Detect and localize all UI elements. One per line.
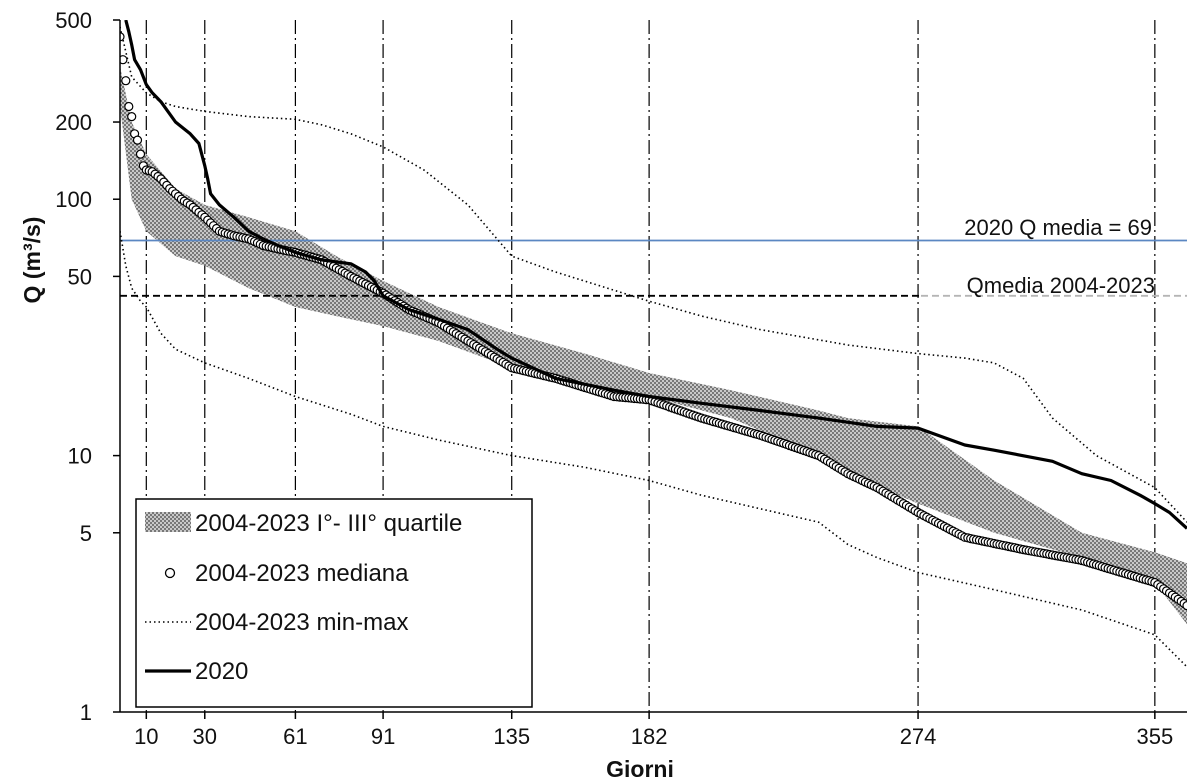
- reference-lines: [120, 239, 1187, 297]
- x-tick-label: 274: [900, 724, 937, 749]
- median-point: [132, 135, 143, 145]
- axes: [119, 20, 1187, 713]
- median-point: [127, 111, 137, 122]
- x-tick-label: 30: [193, 724, 217, 749]
- min-series-line: [120, 231, 1187, 668]
- legend-label-quartile: 2004-2023 I°- III° quartile: [195, 510, 462, 537]
- legend-swatch-quartile: [145, 512, 191, 532]
- x-axis-ticks: 10 30 61 91 135 182 274 355: [134, 712, 1173, 749]
- legend: 2004-2023 I°- III° quartile 2004-2023 me…: [135, 498, 533, 708]
- y-tick-label: 5: [80, 521, 92, 546]
- reference-line-labels: 2020 Q media = 69 Qmedia 2004-2023: [964, 215, 1155, 298]
- legend-label-minmax: 2004-2023 min-max: [195, 609, 408, 636]
- x-tick-label: 355: [1136, 724, 1173, 749]
- median-point: [121, 76, 131, 86]
- y-tick-label: 200: [55, 110, 92, 135]
- y-tick-label: 500: [55, 8, 92, 33]
- y-tick-label: 1: [80, 700, 92, 725]
- x-tick-label: 91: [371, 724, 395, 749]
- x-tick-label: 61: [283, 724, 307, 749]
- quartile-band: [120, 66, 1187, 625]
- x-axis-title: Giorni: [606, 756, 674, 781]
- x-tick-label: 10: [134, 724, 158, 749]
- y-axis-ticks: 1 5 10 50 100 200 500: [55, 8, 120, 725]
- x-tick-label: 182: [631, 724, 668, 749]
- y-axis-title: Q (m³/s): [19, 217, 45, 304]
- y-tick-label: 10: [68, 444, 92, 469]
- median-point: [135, 149, 146, 159]
- median-point: [124, 101, 134, 112]
- legend-box: [135, 498, 533, 708]
- ref-label-period-mean: Qmedia 2004-2023: [967, 273, 1155, 298]
- median-point: [120, 55, 128, 65]
- legend-label-2020: 2020: [195, 658, 248, 685]
- y-tick-label: 50: [68, 264, 92, 289]
- median-point: [120, 32, 125, 42]
- legend-swatch-median: [164, 567, 176, 579]
- median-point: [1182, 601, 1187, 611]
- x-tick-label: 135: [493, 724, 530, 749]
- ref-label-2020-mean: 2020 Q media = 69: [964, 215, 1152, 240]
- legend-label-median: 2004-2023 mediana: [195, 560, 409, 587]
- y-tick-label: 100: [55, 187, 92, 212]
- series-2020-line: [124, 20, 1187, 530]
- vertical-gridlines: [145, 20, 1156, 712]
